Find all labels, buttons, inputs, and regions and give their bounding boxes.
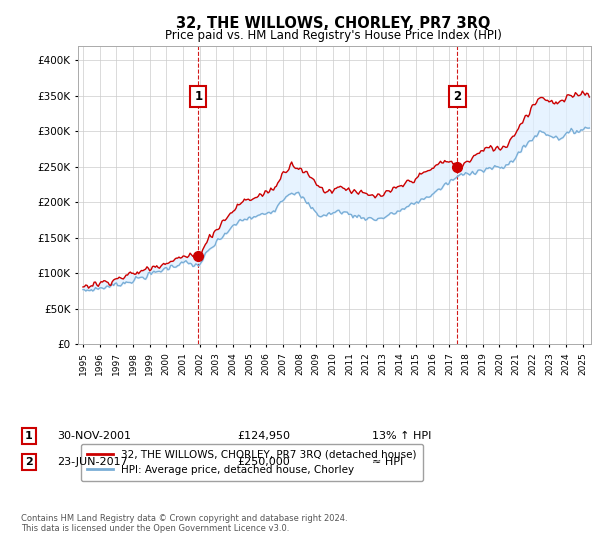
Legend: 32, THE WILLOWS, CHORLEY, PR7 3RQ (detached house), HPI: Average price, detached: 32, THE WILLOWS, CHORLEY, PR7 3RQ (detac… [80,444,423,482]
Text: £250,000: £250,000 [237,457,290,467]
Text: 13% ↑ HPI: 13% ↑ HPI [372,431,431,441]
Text: 1: 1 [194,90,202,103]
Text: Price paid vs. HM Land Registry's House Price Index (HPI): Price paid vs. HM Land Registry's House … [164,29,502,42]
Text: Contains HM Land Registry data © Crown copyright and database right 2024.
This d: Contains HM Land Registry data © Crown c… [21,514,347,533]
Text: 2: 2 [25,457,32,467]
Text: 1: 1 [25,431,32,441]
Text: 30-NOV-2001: 30-NOV-2001 [57,431,131,441]
Text: £124,950: £124,950 [237,431,290,441]
Text: 23-JUN-2017: 23-JUN-2017 [57,457,128,467]
Text: 2: 2 [454,90,461,103]
Text: ≈ HPI: ≈ HPI [372,457,403,467]
Text: 32, THE WILLOWS, CHORLEY, PR7 3RQ: 32, THE WILLOWS, CHORLEY, PR7 3RQ [176,16,490,31]
